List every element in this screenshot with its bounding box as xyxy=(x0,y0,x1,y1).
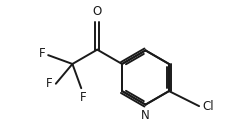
Text: N: N xyxy=(141,109,149,122)
Text: Cl: Cl xyxy=(201,100,213,113)
Text: O: O xyxy=(92,5,101,18)
Text: F: F xyxy=(38,47,45,60)
Text: F: F xyxy=(79,91,86,104)
Text: F: F xyxy=(46,77,52,90)
